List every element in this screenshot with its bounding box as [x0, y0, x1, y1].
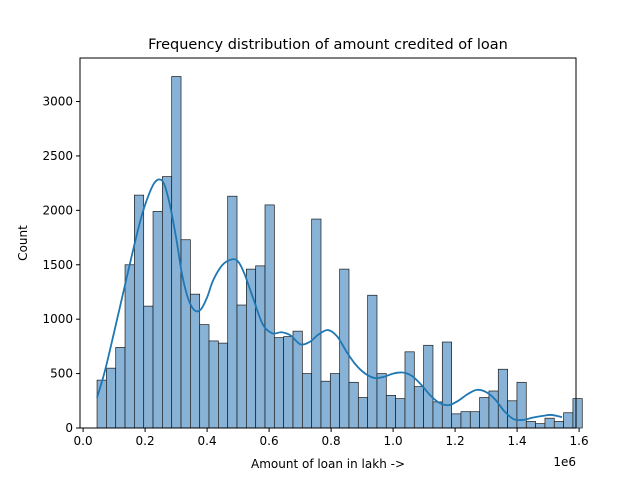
histogram-bar [171, 76, 182, 429]
histogram-bar [357, 397, 369, 429]
x-tick-label: 0.2 [136, 434, 155, 448]
histogram-bar [413, 386, 424, 429]
histogram-bar [96, 379, 107, 429]
histogram-bar [404, 351, 415, 429]
kde-curve [96, 178, 563, 422]
histogram-bar [488, 390, 499, 429]
histogram-bar [301, 373, 313, 429]
histogram-bar [376, 373, 387, 429]
y-axis: 0 500 1000 1500 2000 2500 3000 [42, 95, 80, 435]
y-tick-label: 1000 [42, 312, 73, 326]
histogram-bar [264, 204, 275, 429]
histogram-bar [283, 336, 294, 429]
histogram-bar [106, 367, 117, 429]
histogram-bar [190, 293, 201, 429]
histogram-bar [395, 398, 406, 429]
histogram-bar [329, 373, 341, 429]
histogram-bar [507, 400, 518, 429]
kde-layer [96, 178, 563, 422]
y-tick-label: 3000 [42, 95, 73, 109]
histogram-bar [348, 381, 359, 429]
histogram-bar [115, 347, 126, 429]
histogram-bar [199, 324, 210, 429]
histogram-bar [180, 239, 191, 429]
x-tick-label: 1.4 [508, 434, 527, 448]
histogram-bar [292, 330, 303, 429]
x-tick-label: 0.8 [322, 434, 341, 448]
histogram-bar [143, 305, 154, 429]
x-tick-label: 1.2 [446, 434, 465, 448]
x-axis-offset-label: 1e6 [553, 455, 576, 469]
histogram-bar [320, 380, 331, 429]
histogram-bar [273, 337, 285, 429]
histogram-bar [451, 413, 462, 429]
y-tick-label: 2500 [42, 149, 73, 163]
histogram-bar [544, 417, 555, 429]
histogram-bar [134, 194, 145, 429]
histogram-bar [469, 411, 480, 429]
chart-title: Frequency distribution of amount credite… [148, 37, 508, 53]
x-axis-label: Amount of loan in lakh -> [251, 457, 405, 471]
histogram-bar [497, 368, 508, 429]
x-axis: 0.0 0.2 0.4 0.6 0.8 1.0 1.2 1.4 1.6 [74, 428, 589, 448]
histogram-bar [255, 265, 266, 429]
x-tick-label: 1.6 [570, 434, 589, 448]
histogram-bar [311, 218, 322, 429]
x-tick-label: 1.0 [384, 434, 403, 448]
y-tick-label: 2000 [42, 203, 73, 217]
x-tick-label: 0.0 [74, 434, 93, 448]
histogram-bar [227, 195, 238, 429]
histogram-bar [367, 294, 378, 429]
y-tick-label: 500 [50, 367, 73, 381]
plot-frame [79, 57, 577, 429]
histogram-bar [236, 304, 247, 429]
histogram-bar [563, 412, 574, 429]
histogram-bar [572, 398, 583, 429]
y-tick-label: 1500 [42, 258, 73, 272]
histogram-bar [152, 211, 163, 429]
histogram-bar [479, 397, 490, 429]
histogram-bar [162, 176, 173, 429]
histogram-bar [553, 421, 564, 429]
x-tick-label: 0.4 [198, 434, 217, 448]
y-axis-label: Count [16, 225, 30, 261]
histogram-bar [218, 342, 229, 429]
histogram-bar [535, 423, 546, 429]
histogram-bar [423, 344, 434, 429]
histogram-bar [208, 340, 219, 429]
x-tick-label: 0.6 [260, 434, 279, 448]
histogram-bar [460, 411, 471, 429]
histogram-bar [516, 381, 527, 429]
y-tick-label: 0 [65, 421, 73, 435]
histogram-bar [124, 264, 135, 429]
histogram-bar [441, 341, 452, 429]
histogram-bar [432, 401, 443, 429]
bars-layer [96, 76, 583, 429]
histogram-bar [385, 395, 396, 429]
histogram-bar [525, 421, 536, 429]
